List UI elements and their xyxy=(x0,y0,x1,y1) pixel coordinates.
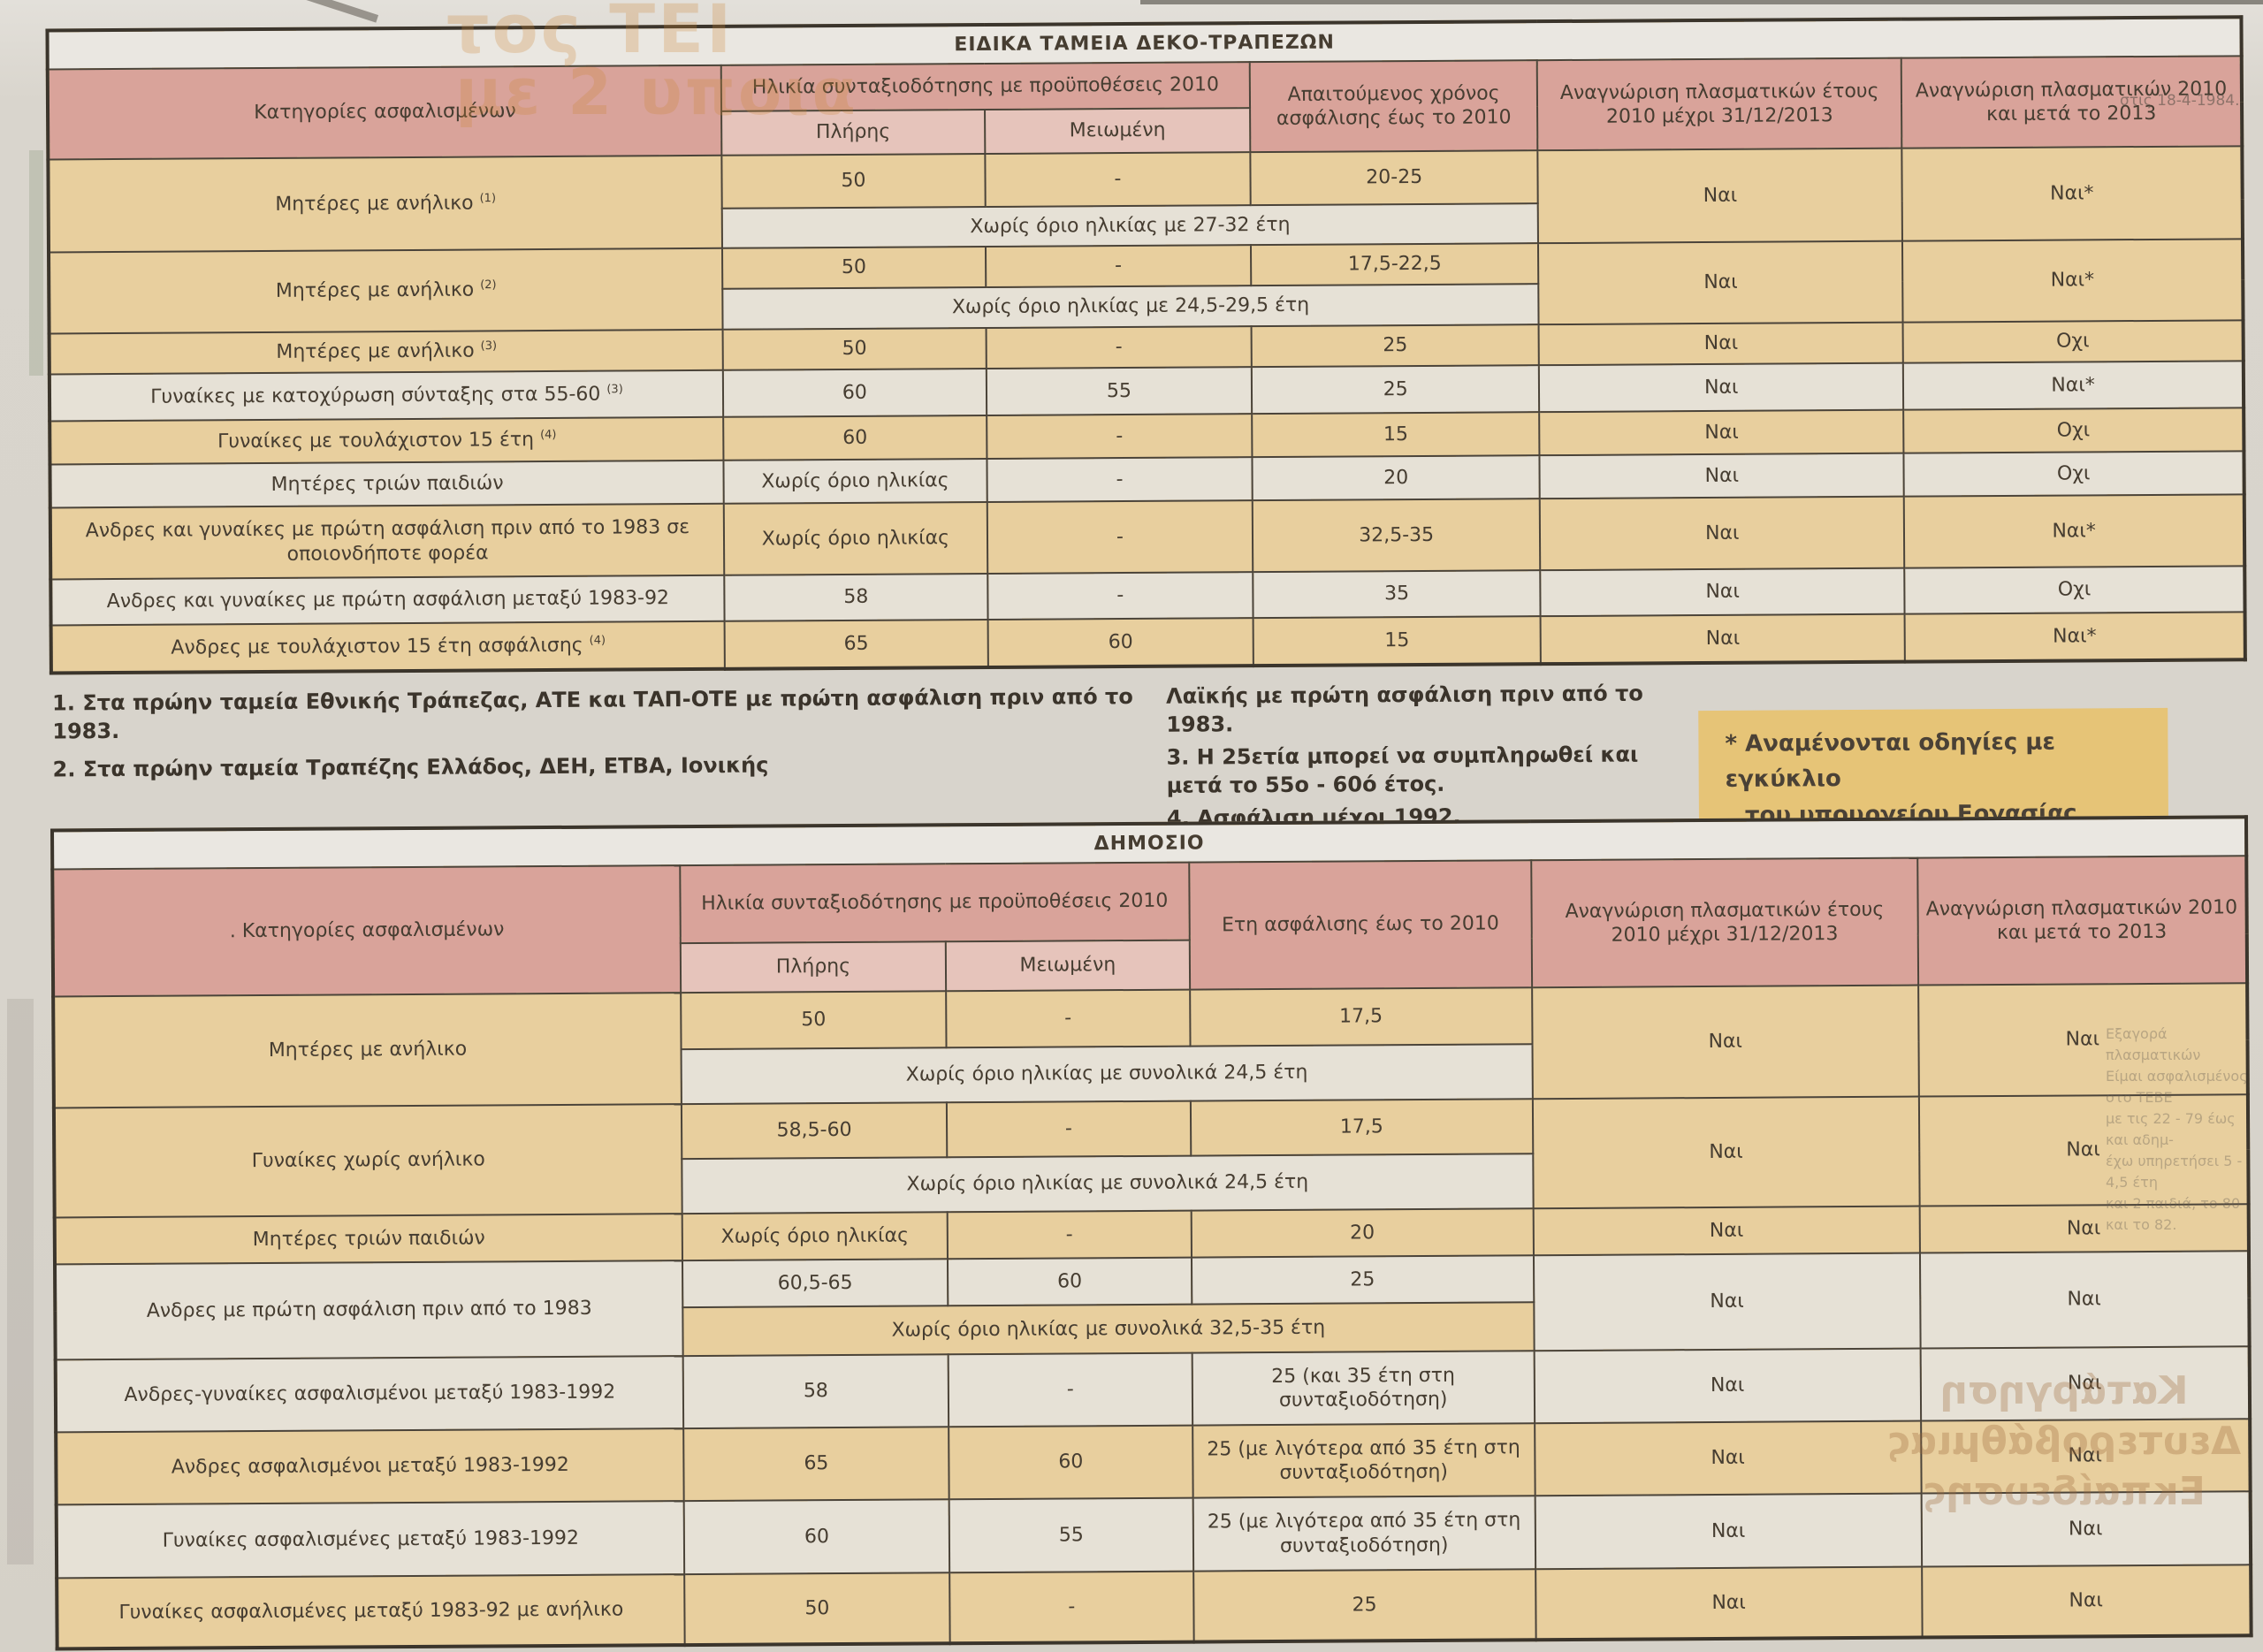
column-header-rec2013: Αναγνώριση πλασματικών έτους 2010 μέχρι … xyxy=(1536,57,1902,151)
footnote: 2. Στα πρώην ταμεία Τραπέζης Ελλάδος, ΔΕ… xyxy=(52,752,769,782)
column-header-rec2013: Αναγνώριση πλασματικών έτους 2010 μέχρι … xyxy=(1531,857,1918,988)
column-header-required: Απαιτούμενος χρόνος ασφάλισης έως το 201… xyxy=(1249,60,1538,153)
public-sector-table: ΔΗΜΟΣΙΟ . Κατηγορίες ασφαλισμένων Ηλικία… xyxy=(50,815,2253,1651)
footnote: 3. Η 25ετία μπορεί να συμπληρωθεί και με… xyxy=(1166,742,1639,798)
deko-banks-table: ΕΙΔΙΚΑ ΤΑΜΕΙΑ ΔΕΚΟ-ΤΡΑΠΕΖΩΝ Κατηγορίες α… xyxy=(45,15,2247,675)
column-header-age: Ηλικία συνταξιοδότησης με προϋποθέσεις 2… xyxy=(680,862,1190,944)
column-header-age: Ηλικία συνταξιοδότησης με προϋποθέσεις 2… xyxy=(720,62,1251,111)
column-header-reduced: Μειωμένη xyxy=(945,940,1190,992)
table-row: Γυναίκες ασφαλισμένες μεταξύ 1983-92 με … xyxy=(57,1564,2252,1649)
column-header-reduced: Μειωμένη xyxy=(984,108,1251,154)
asterisk-note-line1: * Αναμένονται οδηγίες με εγκύκλιο xyxy=(1725,728,2056,794)
column-header-rec-after: Αναγνώριση πλασματικών 2010 και μετά το … xyxy=(1916,856,2248,986)
table-row: Ανδρες ασφαλισμένοι μεταξύ 1983-1992 65 … xyxy=(56,1419,2251,1505)
column-header-categories: Κατηγορίες ασφαλισμένων xyxy=(47,65,722,160)
table-row: Γυναίκες ασφαλισμένες μεταξύ 1983-1992 6… xyxy=(56,1491,2252,1579)
footnote: Λαϊκής με πρώτη ασφάλιση πριν από το 198… xyxy=(1166,681,1643,738)
footnotes-right: Λαϊκής με πρώτη ασφάλιση πριν από το 198… xyxy=(1166,679,1688,841)
column-header-full: Πλήρης xyxy=(680,941,947,993)
column-header-full: Πλήρης xyxy=(721,109,986,156)
column-header-years: Ετη ασφάλισης έως το 2010 xyxy=(1188,860,1532,990)
column-header-rec-after: Αναγνώριση πλασματικών 2010 και μετά το … xyxy=(1901,56,2243,148)
column-header-categories: . Κατηγορίες ασφαλισμένων xyxy=(52,865,681,997)
table-row: Ανδρες και γυναίκες με πρώτη ασφάλιση πρ… xyxy=(50,494,2245,580)
table-row: Ανδρες-γυναίκες ασφαλισμένοι μεταξύ 1983… xyxy=(55,1346,2251,1433)
footnote: 1. Στα πρώην ταμεία Εθνικής Τράπεζας, ΑΤ… xyxy=(52,683,1133,744)
footnotes-left: 1. Στα πρώην ταμεία Εθνικής Τράπεζας, ΑΤ… xyxy=(52,682,1145,793)
